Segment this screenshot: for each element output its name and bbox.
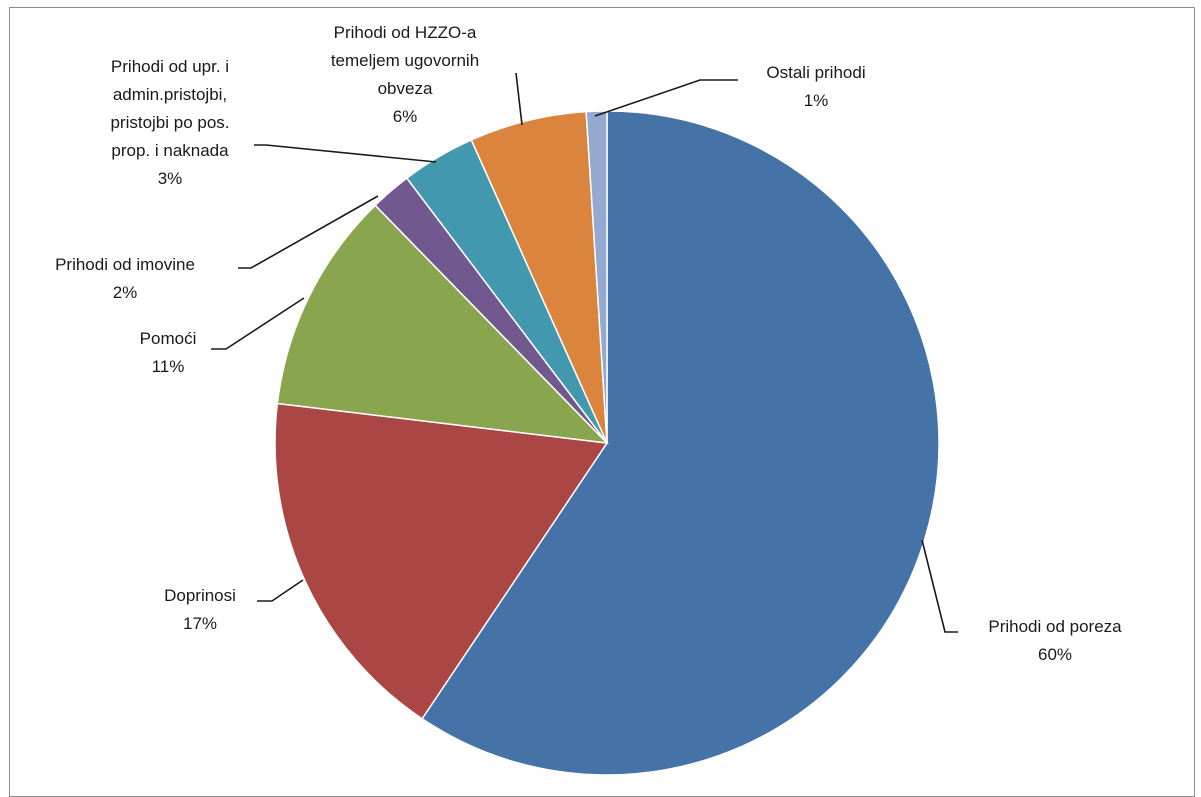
slice-label-line: Ostali prihodi [766, 63, 865, 82]
leader-line-5 [254, 144, 437, 163]
slice-label-line: prop. i naknada [111, 141, 229, 160]
pie-slice-1 [421, 110, 940, 776]
slice-label-1: Prihodi od poreza 60% [988, 617, 1122, 664]
pie-slice-2 [274, 402, 609, 720]
pie-slice-7 [585, 110, 608, 444]
slice-label-line: temeljem ugovornih [331, 51, 479, 70]
slice-labels: Prihodi od poreza 60% Doprinosi 17% Pomoći 11… [55, 23, 1122, 664]
slice-percent: 6% [393, 107, 418, 126]
slice-label-7: Ostali prihodi 1% [766, 63, 865, 110]
leader-line-6 [515, 72, 523, 126]
slice-percent: 60% [1038, 645, 1072, 664]
pie-slice-3 [276, 204, 610, 444]
leader-line-2 [257, 579, 304, 602]
slice-percent: 3% [158, 169, 183, 188]
slice-label-line: Doprinosi [164, 586, 236, 605]
leader-line-7 [594, 79, 738, 117]
leader-lines [211, 72, 958, 633]
slice-label-line: Prihodi od HZZO-a [334, 23, 477, 42]
slice-label-4: Prihodi od imovine 2% [55, 255, 195, 302]
slice-label-line: Pomoći [140, 329, 197, 348]
slice-percent: 11% [152, 357, 185, 376]
slice-label-line: Prihodi od upr. i [111, 57, 229, 76]
slice-label-6: Prihodi od HZZO-a temeljem ugovornih obvez… [331, 23, 479, 126]
leader-line-3 [211, 297, 305, 350]
slice-label-line: Prihodi od poreza [988, 617, 1122, 636]
leader-line-1 [921, 539, 958, 633]
slice-label-line: pristojbi po pos. [110, 113, 229, 132]
leader-line-4 [238, 195, 379, 269]
slice-label-5: Prihodi od upr. i admin.pristojbi, pristoj… [110, 57, 229, 188]
slice-percent: 17% [183, 614, 217, 633]
pie-slices [274, 110, 940, 776]
slice-label-line: admin.pristojbi, [113, 85, 227, 104]
slice-label-2: Doprinosi 17% [164, 586, 236, 633]
slice-label-line: Prihodi od imovine [55, 255, 195, 274]
slice-percent: 1% [804, 91, 829, 110]
slice-label-3: Pomoći 11% [140, 329, 197, 376]
slice-percent: 2% [113, 283, 138, 302]
slice-label-line: obveza [378, 79, 433, 98]
